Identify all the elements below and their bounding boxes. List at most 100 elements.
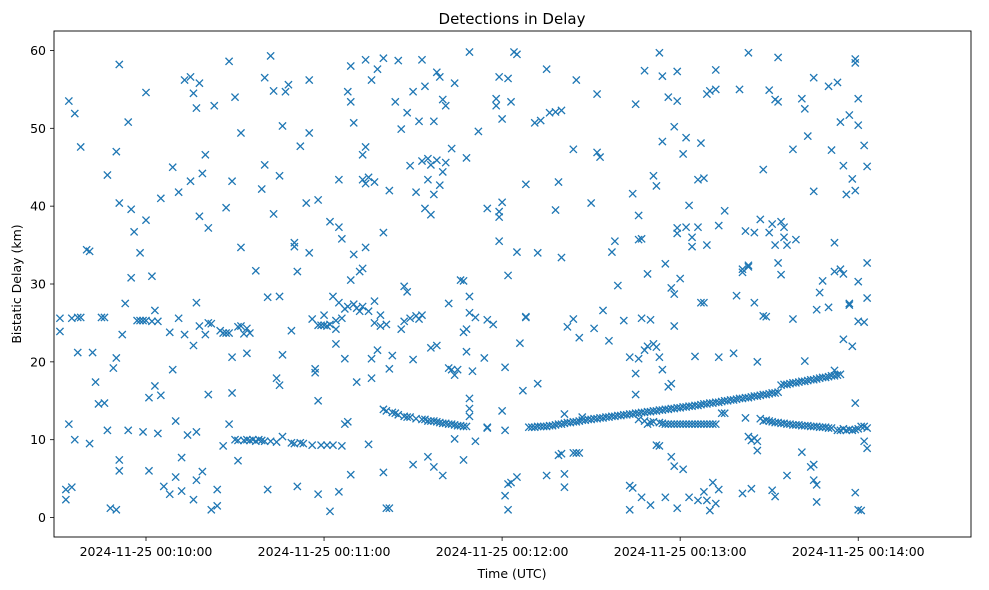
- data-point: [637, 314, 646, 323]
- data-point: [302, 198, 311, 208]
- data-point: [204, 390, 213, 399]
- data-point: [227, 353, 237, 362]
- data-point: [693, 223, 703, 232]
- data-point: [269, 209, 278, 218]
- data-point: [409, 460, 418, 469]
- data-point: [673, 420, 682, 429]
- data-point: [272, 374, 281, 383]
- data-point: [572, 75, 581, 85]
- data-point: [759, 165, 768, 174]
- data-point: [331, 316, 340, 325]
- data-point: [619, 316, 628, 325]
- data-point: [815, 288, 824, 297]
- data-point: [809, 187, 818, 196]
- data-point: [512, 248, 522, 257]
- data-point: [222, 203, 231, 212]
- data-point: [845, 300, 854, 310]
- data-point: [358, 150, 367, 159]
- data-point: [720, 409, 729, 418]
- data-point: [720, 206, 729, 215]
- data-point: [768, 486, 777, 495]
- data-point: [661, 420, 670, 429]
- data-point: [269, 86, 278, 96]
- data-point: [210, 101, 219, 110]
- data-point: [388, 351, 397, 360]
- data-point: [278, 350, 287, 359]
- x-tick-label: 2024-11-25 00:11:00: [258, 544, 391, 559]
- data-point: [242, 435, 251, 444]
- data-point: [759, 416, 768, 426]
- data-point: [394, 410, 403, 419]
- data-point: [782, 471, 792, 480]
- data-point: [854, 277, 863, 286]
- data-point: [634, 415, 643, 424]
- data-point: [679, 149, 688, 159]
- data-point: [314, 321, 323, 330]
- data-point: [174, 314, 183, 323]
- data-point: [459, 455, 468, 464]
- data-point: [429, 416, 438, 426]
- data-point: [293, 482, 302, 491]
- data-point: [266, 51, 275, 60]
- y-tick-label: 30: [30, 277, 46, 292]
- data-point: [696, 420, 706, 429]
- data-point: [435, 181, 444, 190]
- data-point: [498, 406, 507, 415]
- data-point: [257, 436, 266, 445]
- data-point: [483, 204, 492, 213]
- data-point: [521, 313, 530, 322]
- data-point: [628, 189, 637, 198]
- data-point: [483, 315, 492, 324]
- data-point: [70, 109, 79, 118]
- data-point: [693, 401, 703, 410]
- data-point: [503, 271, 513, 280]
- data-point: [100, 313, 109, 322]
- data-point: [391, 97, 400, 106]
- data-point: [557, 420, 566, 429]
- data-point: [575, 333, 584, 342]
- data-point: [495, 237, 504, 246]
- data-point: [278, 432, 287, 441]
- data-point: [358, 264, 367, 273]
- data-point: [340, 354, 349, 363]
- data-point: [593, 89, 602, 99]
- data-point: [637, 493, 646, 502]
- data-point: [299, 439, 308, 448]
- data-point: [450, 434, 459, 443]
- data-point: [73, 313, 82, 322]
- data-point: [845, 299, 854, 308]
- data-point: [201, 150, 210, 159]
- data-point: [207, 505, 216, 514]
- data-point: [595, 153, 605, 162]
- data-point: [331, 339, 340, 349]
- data-point: [501, 491, 510, 500]
- data-point: [165, 328, 174, 337]
- data-point: [406, 413, 415, 422]
- data-point: [420, 82, 430, 91]
- data-point: [842, 190, 851, 199]
- data-point: [233, 456, 243, 465]
- data-point: [503, 74, 513, 83]
- data-point: [569, 448, 578, 457]
- data-point: [373, 65, 382, 74]
- data-point: [334, 298, 343, 307]
- data-point: [305, 248, 314, 257]
- data-point: [658, 365, 667, 374]
- data-point: [429, 462, 438, 471]
- data-point: [542, 65, 551, 74]
- data-point: [744, 393, 753, 402]
- data-point: [417, 311, 427, 320]
- data-point: [833, 371, 842, 380]
- data-point: [824, 82, 833, 91]
- data-point: [242, 324, 251, 333]
- data-point: [854, 94, 863, 103]
- data-point: [610, 237, 619, 246]
- data-point: [450, 79, 459, 88]
- data-point: [70, 435, 79, 444]
- data-point: [551, 107, 560, 117]
- data-point: [168, 365, 177, 374]
- x-tick-label: 2024-11-25 00:12:00: [436, 544, 569, 559]
- data-point: [367, 75, 376, 85]
- data-point: [530, 118, 539, 127]
- data-point: [55, 327, 64, 336]
